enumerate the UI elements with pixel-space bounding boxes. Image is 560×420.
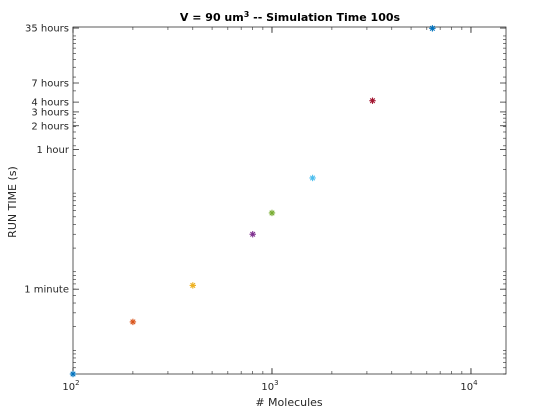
chart-title: V = 90 um3 -- Simulation Time 100s bbox=[180, 10, 401, 25]
data-point bbox=[69, 370, 77, 378]
minor-ticks bbox=[72, 27, 506, 375]
x-axis-label: # Molecules bbox=[255, 396, 323, 409]
y-tick-label: 1 minute bbox=[24, 285, 69, 296]
y-tick-label: 3 hours bbox=[31, 107, 69, 118]
y-tick-label: 2 hours bbox=[31, 121, 69, 132]
y-axis-label: RUN TIME (s) bbox=[6, 166, 19, 238]
data-point bbox=[249, 231, 256, 238]
x-tick-label: 104 bbox=[460, 379, 478, 393]
data-points bbox=[69, 25, 436, 378]
data-point bbox=[268, 209, 276, 217]
x-tick-label: 102 bbox=[62, 379, 79, 393]
x-axis: 102 103 104 bbox=[62, 27, 478, 393]
data-point bbox=[369, 97, 376, 104]
y-tick-label: 1 hour bbox=[37, 145, 70, 156]
data-point bbox=[189, 282, 196, 289]
y-tick-label: 35 hours bbox=[25, 24, 69, 35]
plot-area bbox=[72, 26, 507, 375]
y-tick-label: 7 hours bbox=[31, 79, 69, 90]
y-tick-label: 4 hours bbox=[31, 98, 69, 109]
x-tick-label: 103 bbox=[261, 379, 278, 393]
data-point bbox=[309, 174, 316, 182]
data-point bbox=[429, 25, 436, 32]
data-point bbox=[129, 318, 137, 326]
